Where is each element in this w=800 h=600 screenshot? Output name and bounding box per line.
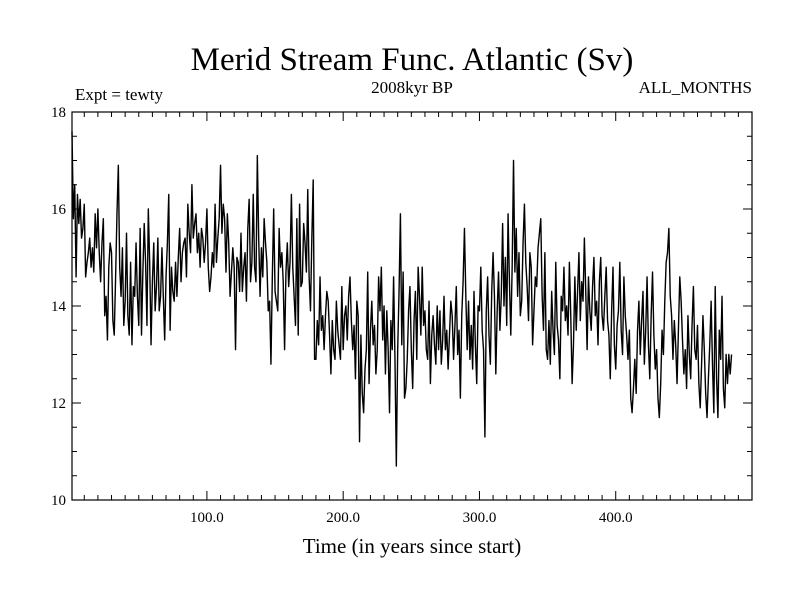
x-tick-label: 400.0	[599, 510, 633, 526]
x-tick-label: 300.0	[463, 510, 497, 526]
x-tick-label: 100.0	[190, 510, 224, 526]
x-tick-label: 200.0	[326, 510, 360, 526]
axis-ticks	[72, 111, 753, 501]
y-tick-label: 16	[51, 202, 67, 218]
y-tick-label: 14	[51, 299, 67, 315]
y-tick-label: 18	[51, 105, 66, 121]
axis-tick-labels: 100.0 200.0 300.0 400.0 10 12 14 16 18	[51, 105, 633, 526]
x-axis-label: Time (in years since start)	[303, 534, 522, 558]
experiment-label: Expt = tewty	[75, 85, 163, 104]
chart-subtitle: 2008kyr BP	[371, 78, 453, 97]
y-tick-label: 10	[51, 493, 66, 509]
plot-frame	[71, 111, 753, 501]
y-tick-label: 12	[51, 396, 66, 412]
months-label: ALL_MONTHS	[639, 78, 752, 97]
chart-title: Merid Stream Func. Atlantic (Sv)	[191, 42, 634, 78]
series-line	[71, 131, 733, 467]
